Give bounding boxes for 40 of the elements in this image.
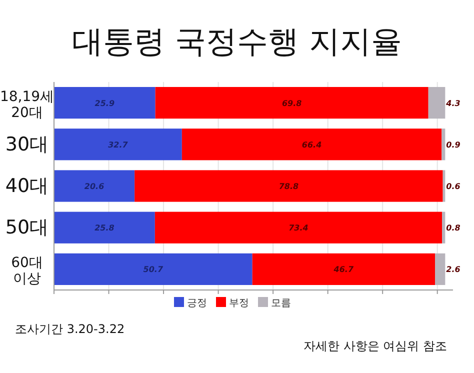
chart-title: 대통령 국정수행 지지율 (72, 24, 402, 60)
bar (54, 86, 156, 119)
data-label: 0.6 (446, 182, 461, 191)
bar (252, 253, 436, 286)
bar (442, 212, 446, 244)
data-label: 20.6 (84, 182, 105, 191)
legend-label: 모름 (271, 298, 291, 309)
data-label: 4.3 (445, 98, 461, 108)
bar (54, 212, 155, 244)
bar (154, 212, 442, 244)
data-label: 73.4 (288, 224, 309, 233)
bar (155, 86, 428, 119)
y-tick-label: 30대 (5, 133, 49, 156)
bar (435, 253, 446, 286)
bar (54, 170, 135, 202)
bar (54, 128, 182, 160)
data-label: 50.7 (143, 265, 164, 274)
bar (54, 253, 252, 286)
data-label: 32.7 (108, 140, 128, 150)
data-label: 69.8 (282, 98, 302, 108)
y-tick-label: 18,19세 20대 (0, 88, 54, 121)
y-tick-label: 50대 (5, 216, 49, 239)
data-label: 0.8 (446, 224, 461, 233)
legend-label: 긍정 (187, 298, 207, 309)
data-label: 0.9 (446, 140, 461, 150)
text: 조사기간 3.20-3.22 (15, 322, 125, 336)
y-tick-label: 60대 이상 (11, 255, 43, 288)
bar (428, 86, 446, 119)
data-label: 25.9 (94, 98, 115, 108)
bar (182, 128, 442, 160)
bar (134, 170, 443, 202)
y-tick-label: 40대 (5, 175, 49, 197)
data-label: 46.7 (332, 265, 354, 274)
data-label: 2.6 (446, 265, 461, 274)
data-label: 25.8 (94, 224, 115, 233)
data-label: 66.4 (302, 140, 322, 150)
text: 자세한 사항은 여심위 참조 (304, 339, 447, 353)
legend-label: 부정 (229, 298, 249, 309)
bar (442, 128, 446, 160)
data-label: 78.8 (278, 182, 300, 191)
